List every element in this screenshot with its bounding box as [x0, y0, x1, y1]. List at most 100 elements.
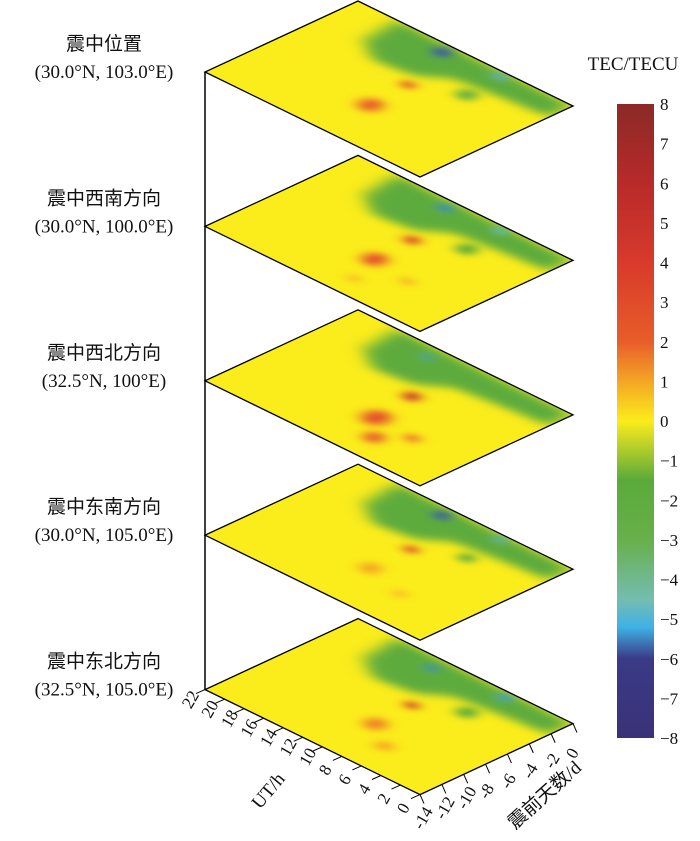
ut-tick	[215, 698, 225, 704]
slice-title: 震中西北方向	[47, 342, 161, 364]
ut-tick	[332, 755, 343, 761]
slice-outline	[203, 309, 575, 487]
colorbar-tick-label: 2	[660, 333, 669, 352]
anomaly-blob	[341, 272, 367, 285]
anomaly-blob	[454, 551, 480, 564]
day-tick-label: -10	[453, 783, 481, 812]
colorbar-tick-label: 8	[660, 95, 669, 114]
slice-title: 震中东南方向	[47, 496, 161, 518]
negative-anomaly-band	[363, 20, 573, 118]
anomaly-blob	[488, 534, 511, 546]
colorbar	[617, 104, 654, 738]
slice-coords: (30.0°N, 103.0°E)	[35, 62, 174, 83]
anomaly-blob	[351, 559, 390, 578]
negative-anomaly-band	[363, 637, 573, 735]
colorbar-tick-label: −5	[660, 610, 678, 629]
ut-tick	[410, 794, 421, 800]
ut-tick	[352, 765, 362, 771]
slice-outline	[203, 463, 575, 641]
ut-tick	[195, 689, 206, 695]
y-axis-title: UT/h	[248, 769, 290, 814]
anomaly-blob	[398, 543, 424, 556]
slice-coords: (30.0°N, 105.0°E)	[35, 525, 174, 546]
colorbar-ticks: 8 7 6 5 4 3 2 1 0 −1 −2 −3 −4 −5 −6 −7 −8	[660, 95, 679, 748]
slice-background	[204, 1, 573, 177]
anomaly-blob	[368, 738, 401, 754]
colorbar-tick-label: −6	[660, 650, 678, 669]
slice-3	[203, 309, 575, 487]
slice-1	[203, 0, 575, 178]
slice-outline	[203, 617, 575, 796]
day-tick-label: -8	[475, 780, 499, 802]
ut-tick	[254, 717, 264, 723]
slice-labels: 震中位置 (30.0°N, 103.0°E) 震中西南方向 (30.0°N, 100.…	[35, 33, 174, 701]
slice-background	[204, 464, 573, 641]
slice-4	[203, 463, 575, 641]
day-tick-label: -14	[409, 803, 437, 833]
slice-coords: (32.5°N, 100°E)	[42, 371, 166, 392]
ut-tick	[391, 784, 401, 790]
day-tick	[441, 784, 447, 794]
day-tick-label: -12	[431, 793, 459, 822]
ut-tick	[293, 736, 303, 742]
anomaly-blob	[355, 714, 397, 734]
ut-tick	[234, 708, 245, 714]
anomaly-blob	[355, 428, 393, 447]
ut-tick	[371, 775, 382, 780]
colorbar-title: TEC/TECU	[588, 54, 679, 75]
negative-anomaly-band	[363, 174, 573, 272]
day-tick	[463, 774, 469, 784]
anomaly-blob	[420, 662, 443, 674]
slice-title: 震中东北方向	[47, 651, 161, 673]
anomaly-blob	[492, 691, 518, 704]
slice-2	[203, 154, 575, 333]
slice-background	[204, 309, 573, 486]
anomaly-blob	[397, 233, 427, 247]
colorbar-tick-label: 6	[660, 174, 669, 193]
anomaly-blob	[348, 94, 393, 116]
slices	[203, 0, 575, 796]
anomaly-blob	[426, 44, 458, 60]
day-tick-label: -4	[518, 760, 542, 782]
ut-tick-label: 2	[373, 790, 394, 807]
anomaly-blob	[397, 431, 427, 445]
slice-background	[204, 155, 573, 332]
anomaly-blob	[451, 87, 483, 103]
anomaly-blob	[351, 405, 402, 430]
day-tick	[572, 723, 578, 733]
anomaly-blob	[417, 352, 437, 362]
colorbar-tick-label: −8	[660, 729, 678, 748]
colorbar-tick-label: 0	[660, 412, 669, 431]
anomaly-blob	[399, 699, 425, 712]
slice-coords: (30.0°N, 100.0°E)	[35, 216, 174, 237]
colorbar-tick-label: 7	[660, 135, 669, 154]
colorbar-tick-label: 5	[660, 214, 669, 233]
slice-title: 震中位置	[66, 33, 142, 55]
colorbar-tick-label: −1	[660, 452, 678, 471]
ut-tick-label: 0	[393, 800, 414, 817]
anomaly-blob	[396, 389, 428, 404]
slice-5	[203, 617, 575, 796]
anomaly-blob	[395, 78, 421, 91]
colorbar-tick-label: −2	[660, 491, 678, 510]
slice-coords: (32.5°N, 105.0°E)	[35, 680, 174, 701]
slice-outline	[203, 0, 575, 178]
anomaly-blob	[387, 587, 413, 600]
ut-tick-label: 8	[315, 762, 336, 779]
negative-anomaly-band	[363, 483, 573, 581]
colorbar-tick-label: −3	[660, 531, 678, 550]
slice-background	[204, 618, 573, 795]
colorbar-tick-label: 1	[660, 372, 669, 391]
colorbar-tick-label: 4	[660, 254, 669, 273]
ut-tick-label: 4	[354, 780, 375, 797]
ut-tick-label: 6	[334, 771, 355, 788]
day-tick	[528, 743, 534, 754]
day-tick-label: -6	[496, 770, 520, 792]
day-tick	[419, 794, 425, 804]
slice-outline	[203, 154, 575, 333]
ut-tick	[273, 727, 284, 733]
x-axis-title: 震前天数/d	[504, 756, 587, 833]
day-tick	[485, 763, 491, 774]
slice-title: 震中西南方向	[47, 187, 161, 209]
